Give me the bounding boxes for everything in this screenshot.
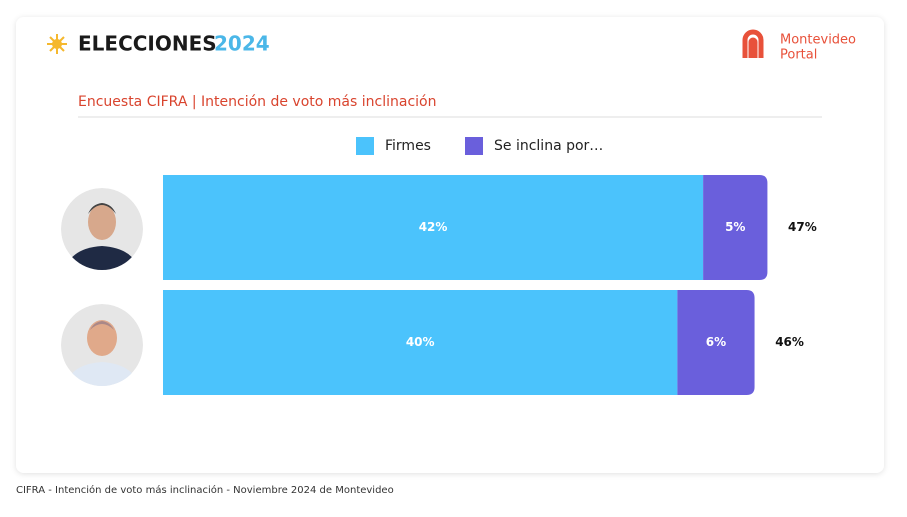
bar-segment: [703, 175, 768, 280]
bar-segment: [163, 290, 678, 395]
value-label: 5%: [725, 220, 745, 234]
subtitle: Encuesta CIFRA | Intención de voto más i…: [78, 94, 436, 110]
legend-label: Firmes: [385, 138, 431, 154]
brand-sub: Portal: [780, 48, 817, 63]
legend-label: Se inclina por…: [494, 138, 603, 154]
total-label: 47%: [788, 220, 817, 234]
brand-logo: [742, 29, 764, 58]
value-label: 40%: [406, 335, 435, 349]
header-year: 2024: [214, 32, 270, 56]
sun-icon: [47, 34, 67, 54]
bar-segment: [163, 175, 704, 280]
value-label: 6%: [706, 335, 726, 349]
total-label: 46%: [775, 335, 804, 349]
legend-swatch: [356, 137, 374, 155]
footer: CIFRA - Intención de voto más inclinació…: [16, 484, 394, 496]
value-label: 42%: [419, 220, 448, 234]
header-title: ELECCIONES: [78, 32, 217, 56]
bar-segment: [677, 290, 755, 395]
brand: Montevideo: [780, 33, 856, 48]
legend-swatch: [465, 137, 483, 155]
